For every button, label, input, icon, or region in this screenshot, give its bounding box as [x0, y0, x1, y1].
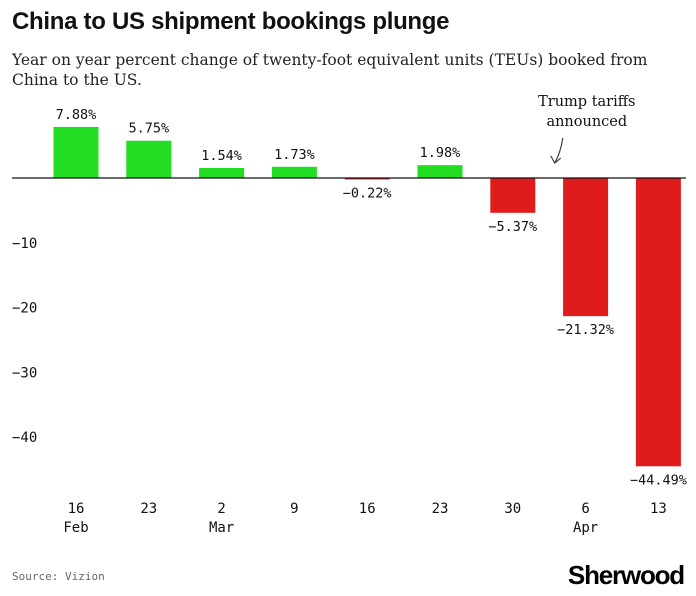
bar-6 — [490, 178, 536, 213]
y-tick-label-3: −40 — [12, 430, 37, 446]
x-tick-month-7: Apr — [573, 520, 598, 536]
data-label-6: −5.37% — [488, 219, 537, 235]
x-tick-day-1: 23 — [140, 501, 157, 517]
y-tick-label-1: −20 — [12, 301, 37, 317]
source-note: Source: Vizion — [12, 570, 105, 583]
x-axis: 16 Feb 23 2 Mar 9 16 23 30 6 Apr 13 — [63, 501, 666, 536]
bar-1 — [126, 140, 172, 178]
annotation-arrowhead — [550, 155, 562, 164]
data-label-8: −44.49% — [630, 472, 687, 488]
x-tick-day-3: 9 — [290, 501, 298, 517]
annotation-text-line-2: announced — [546, 114, 627, 130]
y-tick-label-0: −10 — [12, 236, 37, 252]
bar-2 — [199, 168, 245, 178]
bar-chart: 7.88% 5.75% 1.54% 1.73% −0.22% 1.98% −5.37% −21… — [12, 94, 687, 536]
data-label-2: 1.54% — [201, 148, 242, 164]
annotation-arrow — [554, 137, 564, 164]
tariff-annotation: Trump tariffs announced — [538, 94, 635, 164]
y-tick-label-2: −30 — [12, 365, 37, 381]
bar-5 — [417, 165, 463, 178]
data-labels-layer: 7.88% 5.75% 1.54% 1.73% −0.22% 1.98% −5.37% −21… — [56, 107, 687, 488]
data-label-1: 5.75% — [128, 121, 169, 137]
x-tick-day-8: 13 — [650, 501, 667, 517]
bar-0 — [53, 126, 99, 178]
data-label-3: 1.73% — [274, 147, 315, 163]
x-tick-day-5: 23 — [432, 501, 449, 517]
data-label-4: −0.22% — [343, 186, 392, 202]
data-label-7: −21.32% — [557, 322, 614, 338]
chart-title: China to US shipment bookings plunge — [12, 8, 450, 35]
annotation-text-line-1: Trump tariffs — [538, 94, 635, 110]
x-tick-day-2: 2 — [217, 501, 225, 517]
y-axis: −10 −20 −30 −40 — [12, 236, 37, 446]
sherwood-logo: Sherwood — [567, 560, 685, 590]
x-tick-day-0: 16 — [68, 501, 85, 517]
bar-3 — [271, 166, 317, 178]
data-label-0: 7.88% — [56, 107, 97, 123]
bar-4 — [344, 178, 390, 180]
x-tick-month-0: Feb — [63, 520, 88, 536]
x-tick-day-7: 6 — [581, 501, 589, 517]
bars-layer — [53, 126, 681, 467]
chart-subtitle: Year on year percent change of twenty-fo… — [12, 51, 648, 89]
bar-7 — [563, 178, 609, 317]
x-tick-month-2: Mar — [209, 520, 234, 536]
x-tick-day-6: 30 — [504, 501, 521, 517]
bar-8 — [635, 178, 681, 467]
x-tick-day-4: 16 — [359, 501, 376, 517]
data-label-5: 1.98% — [420, 145, 461, 161]
